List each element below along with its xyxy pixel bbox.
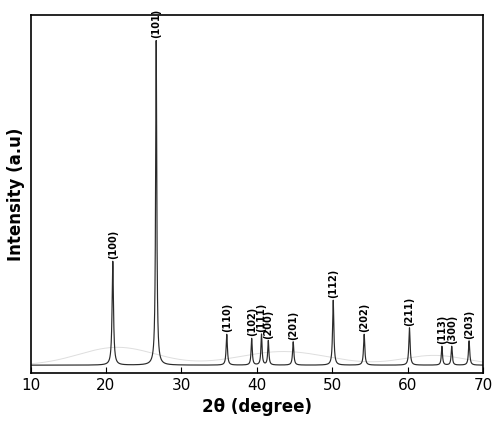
Text: (112): (112): [328, 269, 338, 298]
Text: (110): (110): [222, 303, 232, 332]
Text: (211): (211): [404, 296, 414, 326]
Text: (200): (200): [264, 309, 274, 338]
Text: (101): (101): [151, 9, 161, 38]
X-axis label: 2θ (degree): 2θ (degree): [202, 398, 312, 416]
Text: (111): (111): [256, 303, 266, 332]
Text: (300): (300): [446, 315, 456, 344]
Text: (203): (203): [464, 309, 474, 338]
Text: (100): (100): [108, 230, 118, 259]
Text: (201): (201): [288, 310, 298, 340]
Y-axis label: Intensity (a.u): Intensity (a.u): [7, 127, 25, 261]
Text: (102): (102): [246, 307, 256, 336]
Text: (202): (202): [359, 303, 369, 332]
Text: (113): (113): [437, 315, 447, 344]
